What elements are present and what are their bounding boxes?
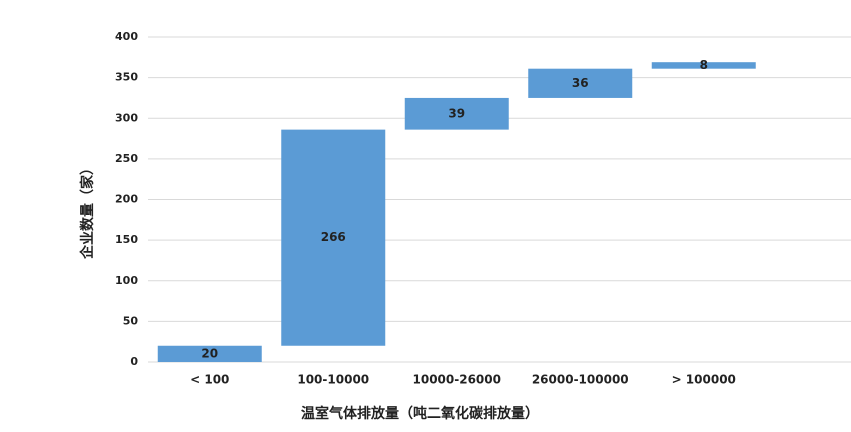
bar <box>651 62 756 69</box>
y-tick-label: 400 <box>115 30 138 43</box>
y-tick-label: 100 <box>115 274 138 287</box>
y-tick-label: 250 <box>115 152 138 165</box>
data-label: 20 <box>201 346 218 360</box>
y-tick-label: 150 <box>115 233 138 246</box>
data-label: 8 <box>700 58 708 72</box>
y-tick-label: 50 <box>123 314 139 327</box>
x-tick-label: < 100 <box>190 373 229 387</box>
y-tick-label: 200 <box>115 193 138 206</box>
data-label: 39 <box>448 106 465 120</box>
bar <box>528 68 633 98</box>
x-tick-label: 10000-26000 <box>413 373 501 387</box>
y-tick-label: 350 <box>115 71 138 84</box>
x-tick-label: > 100000 <box>672 373 736 387</box>
bar <box>157 345 262 362</box>
x-tick-label: 26000-100000 <box>532 373 629 387</box>
data-label: 266 <box>321 230 346 244</box>
y-tick-label: 300 <box>115 111 138 124</box>
bar <box>404 97 509 130</box>
y-axis-title: 企业数量（家） <box>79 161 96 260</box>
data-label: 36 <box>572 76 589 90</box>
x-tick-label: 100-10000 <box>297 373 369 387</box>
bar <box>281 129 386 346</box>
x-axis-title: 温室气体排放量（吨二氧化碳排放量） <box>301 405 539 422</box>
y-tick-label: 0 <box>130 355 138 368</box>
